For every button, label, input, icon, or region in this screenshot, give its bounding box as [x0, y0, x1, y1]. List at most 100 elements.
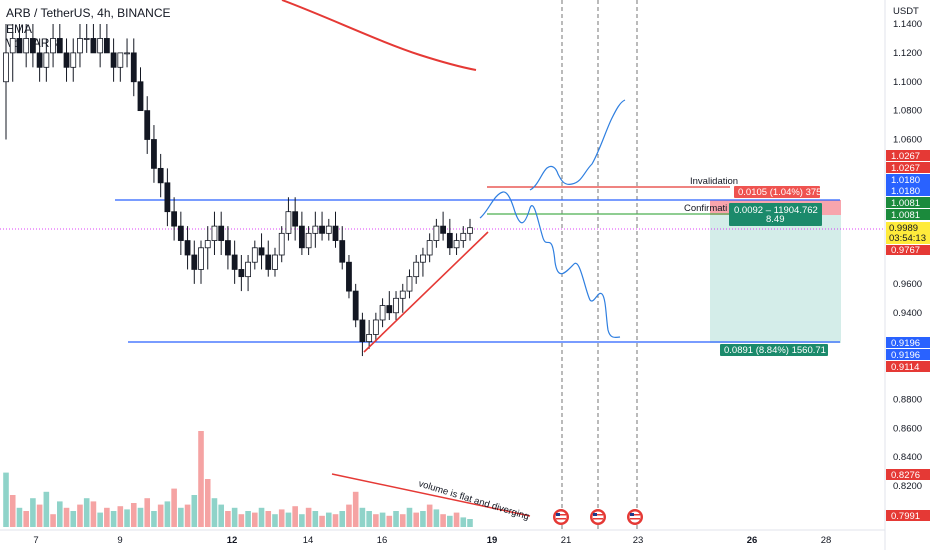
- candle: [144, 96, 151, 154]
- candle: [278, 226, 285, 263]
- volume-bar: [130, 503, 137, 527]
- volume-bar: [117, 506, 124, 527]
- bullish-projection-path[interactable]: [529, 99, 626, 191]
- candle: [305, 226, 312, 255]
- time-tick-label: 26: [747, 535, 758, 546]
- svg-text:0.9767: 0.9767: [891, 245, 920, 256]
- candle: [130, 38, 137, 97]
- chart-title: ARB / TetherUS, 4h, BINANCE: [6, 6, 171, 20]
- volume-divergence-line[interactable]: [331, 473, 531, 517]
- risk-box[interactable]: 0.0105 (1.04%) 375: [734, 186, 821, 198]
- candle: [157, 153, 164, 198]
- volume-bar: [63, 507, 70, 527]
- candle: [177, 211, 184, 255]
- target-zone[interactable]: [710, 215, 841, 343]
- volume-bar: [178, 507, 184, 527]
- volume-bar: [420, 511, 426, 527]
- candle: [460, 226, 467, 248]
- candle: [29, 24, 36, 68]
- candle: [251, 240, 258, 270]
- price-axis-ticks[interactable]: 1.1400 1.1200 1.1000 1.0800 1.0600 0.9600 0.94…: [893, 19, 922, 492]
- candles: [3, 24, 473, 357]
- target-box[interactable]: 0.0891 (8.84%) 1560.71: [720, 344, 828, 356]
- volume-bar: [386, 515, 393, 527]
- candle: [433, 218, 440, 248]
- volume-bar: [292, 506, 298, 527]
- candle: [225, 226, 231, 270]
- candle: [352, 283, 359, 328]
- volume-bar: [211, 498, 218, 527]
- candle: [339, 226, 346, 270]
- volume-bar: [225, 511, 231, 527]
- price-tick-label: 1.0800: [893, 106, 922, 117]
- svg-text:0.0092 – 11904.762: 0.0092 – 11904.762: [734, 205, 818, 216]
- confirmation-label: Confirmati: [684, 203, 727, 214]
- volume-bar: [272, 514, 278, 527]
- volume-bar: [332, 514, 339, 527]
- svg-text:0.9196: 0.9196: [891, 338, 920, 349]
- candle: [440, 211, 447, 241]
- volume-bar: [278, 509, 285, 527]
- us-flag-icon[interactable]: [627, 509, 643, 525]
- volume-bar: [325, 512, 332, 527]
- candle: [245, 255, 251, 292]
- price-tick-label: 1.1000: [893, 77, 922, 88]
- svg-text:0.9989: 0.9989: [889, 223, 918, 234]
- rising-trendline[interactable]: [363, 231, 489, 353]
- time-axis-ticks[interactable]: 7 9 12 14 16 19 21 23 26 28: [33, 535, 831, 546]
- price-tick-label: 0.8200: [893, 481, 922, 492]
- us-flag-icon[interactable]: [590, 509, 606, 525]
- volume-bar: [245, 511, 251, 527]
- candle: [453, 233, 460, 255]
- volume-bar: [16, 507, 23, 527]
- time-tick-label: 14: [303, 535, 314, 546]
- time-tick-label: 7: [33, 535, 38, 546]
- ema-line: [281, 0, 477, 71]
- volume-bar: [70, 511, 77, 527]
- time-tick-label: 9: [117, 535, 122, 546]
- candle: [90, 24, 97, 54]
- candle: [272, 247, 278, 277]
- candle: [204, 226, 211, 270]
- time-tick-label: 28: [821, 535, 832, 546]
- candle: [346, 255, 352, 299]
- svg-text:1.0081: 1.0081: [891, 210, 920, 221]
- candle: [218, 211, 225, 255]
- volume-bar: [406, 507, 413, 527]
- volume-bar: [137, 507, 144, 527]
- volume-bar: [171, 488, 177, 527]
- volume-bar: [30, 498, 36, 527]
- volume-bar: [305, 507, 312, 527]
- candle: [171, 197, 178, 241]
- volume-bar: [90, 501, 97, 527]
- candle: [117, 52, 124, 82]
- volume-bar: [198, 431, 204, 527]
- candle: [151, 125, 157, 183]
- candle: [420, 247, 426, 277]
- volume-bar: [379, 512, 386, 527]
- volume-bar: [36, 504, 43, 527]
- svg-text:1.0267: 1.0267: [891, 151, 920, 162]
- candle: [285, 197, 292, 241]
- svg-text:0.9114: 0.9114: [891, 362, 919, 373]
- candle: [43, 38, 50, 82]
- time-tick-label: 16: [377, 535, 388, 546]
- candle: [298, 211, 305, 255]
- entry-box[interactable]: 0.0092 – 11904.762 8.49: [729, 203, 822, 226]
- candle: [426, 233, 433, 263]
- candle: [386, 291, 393, 320]
- svg-text:1.0267: 1.0267: [891, 163, 920, 174]
- volume-bar: [252, 512, 258, 527]
- candle: [63, 38, 70, 82]
- volume-bar: [366, 511, 372, 527]
- svg-text:8.49: 8.49: [766, 214, 785, 225]
- candle: [97, 24, 104, 68]
- svg-text:1.0180: 1.0180: [891, 186, 920, 197]
- svg-text:03:54:13: 03:54:13: [889, 233, 926, 244]
- us-flag-icon[interactable]: [553, 509, 569, 525]
- volume-bar: [467, 519, 473, 527]
- volume-bar: [151, 511, 157, 527]
- volume-bar: [440, 514, 446, 527]
- bearish-projection-path[interactable]: [479, 191, 621, 339]
